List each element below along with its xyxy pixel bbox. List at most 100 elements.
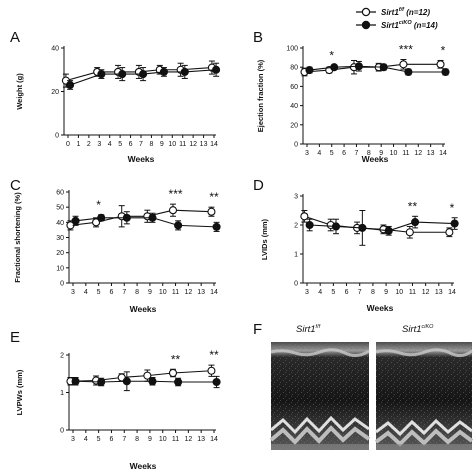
y-tick-label: 3	[294, 194, 298, 201]
y-tick-label: 100	[286, 46, 298, 53]
x-tick-label: 11	[172, 289, 179, 296]
significance-marker: *	[329, 48, 334, 62]
data-point	[159, 67, 168, 76]
panel-label-f: F	[253, 321, 262, 338]
x-tick-label: 10	[159, 436, 167, 443]
x-tick-label: 3	[305, 289, 309, 296]
data-point	[118, 70, 127, 79]
panel-label-d: D	[253, 177, 264, 194]
series-line	[309, 65, 446, 73]
x-tick-label: 3	[97, 141, 101, 148]
series-line	[304, 63, 441, 73]
x-axis-label-e: Weeks	[130, 461, 157, 471]
y-tick-label: 80	[290, 65, 298, 72]
data-point	[174, 221, 183, 230]
x-tick-label: 5	[331, 289, 335, 296]
echo-image-right	[374, 342, 474, 450]
series-ko-a	[66, 62, 221, 90]
panel-label-a: A	[10, 29, 20, 46]
legend: Sirt1f/f (n=12) Sirt1ciKO (n=14)	[356, 7, 438, 30]
x-tick-label: 6	[129, 141, 133, 148]
x-tick-label: 6	[342, 150, 346, 157]
x-axis-label-a: Weeks	[128, 154, 155, 164]
x-tick-label: 11	[179, 141, 186, 148]
y-tick-label: 2	[294, 223, 298, 230]
data-point	[331, 222, 341, 231]
y-tick-label: 10	[56, 265, 64, 272]
x-tick-label: 0	[66, 141, 70, 148]
significance-marker: *	[450, 201, 455, 215]
y-tick-label: 1	[294, 252, 298, 259]
y-tick-label: 0	[294, 281, 298, 288]
panel-label-b: B	[253, 29, 263, 46]
x-tick-label: 4	[108, 141, 112, 148]
y-axis-label-a: Weight (g)	[15, 73, 24, 110]
x-tick-label: 13	[427, 150, 435, 157]
x-tick-label: 9	[148, 289, 152, 296]
y-tick-label: 40	[290, 103, 298, 110]
significance-marker: *	[96, 198, 101, 212]
x-tick-label: 12	[414, 150, 422, 157]
data-point	[180, 67, 189, 76]
x-tick-label: 3	[71, 436, 75, 443]
echo-left-title: Sirt1f/f	[296, 324, 321, 335]
significance-marker: **	[171, 352, 181, 366]
x-tick-label: 8	[371, 289, 375, 296]
y-tick-label: 20	[290, 122, 298, 129]
series-line	[309, 221, 455, 232]
data-point	[207, 207, 216, 216]
data-point	[384, 226, 393, 235]
x-tick-label: 4	[318, 289, 322, 296]
data-point	[441, 67, 450, 77]
data-point	[139, 70, 148, 79]
echo-image-left	[269, 342, 371, 450]
y-tick-label: 40	[56, 220, 64, 227]
series-ko-d	[305, 210, 459, 246]
x-tick-label: 5	[330, 150, 334, 157]
x-tick-label: 10	[159, 289, 167, 296]
x-tick-label: 4	[84, 289, 88, 296]
x-tick-label: 7	[358, 289, 362, 296]
data-point	[445, 228, 454, 237]
x-tick-label: 9	[160, 141, 164, 148]
data-point	[66, 80, 75, 90]
series-ko-c	[71, 211, 221, 232]
x-tick-label: 7	[122, 289, 126, 296]
x-axis-label-c: Weeks	[130, 304, 157, 314]
data-point	[405, 228, 414, 237]
legend-wt-marker	[361, 7, 371, 17]
significance-marker: **	[408, 199, 418, 213]
series-ko-e	[71, 371, 221, 392]
series-line	[70, 209, 212, 226]
data-point	[143, 371, 152, 380]
data-point	[71, 216, 80, 225]
x-tick-label: 9	[379, 150, 383, 157]
y-tick-label: 0	[60, 281, 64, 288]
x-tick-label: 12	[184, 289, 192, 296]
y-tick-label: 60	[290, 84, 298, 91]
x-tick-label: 11	[402, 150, 409, 157]
significance-marker: *	[441, 43, 446, 57]
x-tick-label: 5	[97, 289, 101, 296]
y-tick-label: 0	[294, 142, 298, 149]
y-tick-label: 20	[51, 89, 59, 96]
x-tick-label: 6	[110, 289, 114, 296]
y-tick-label: 1	[60, 390, 64, 397]
data-point	[212, 222, 221, 231]
significance-marker: ***	[169, 187, 183, 201]
y-tick-label: 60	[56, 190, 64, 197]
data-point	[122, 213, 131, 222]
data-point	[379, 63, 388, 72]
series-wt-d	[300, 210, 454, 239]
panel-label-c: C	[10, 177, 21, 194]
y-axis-label-e: LVPWs (mm)	[15, 369, 24, 415]
data-point	[358, 223, 367, 232]
x-tick-label: 9	[148, 436, 152, 443]
y-axis-label-c: Fractional shortening (%)	[13, 192, 22, 283]
data-point	[212, 377, 221, 387]
y-tick-label: 40	[51, 46, 59, 53]
y-tick-label: 20	[56, 250, 64, 257]
x-tick-label: 13	[197, 436, 205, 443]
